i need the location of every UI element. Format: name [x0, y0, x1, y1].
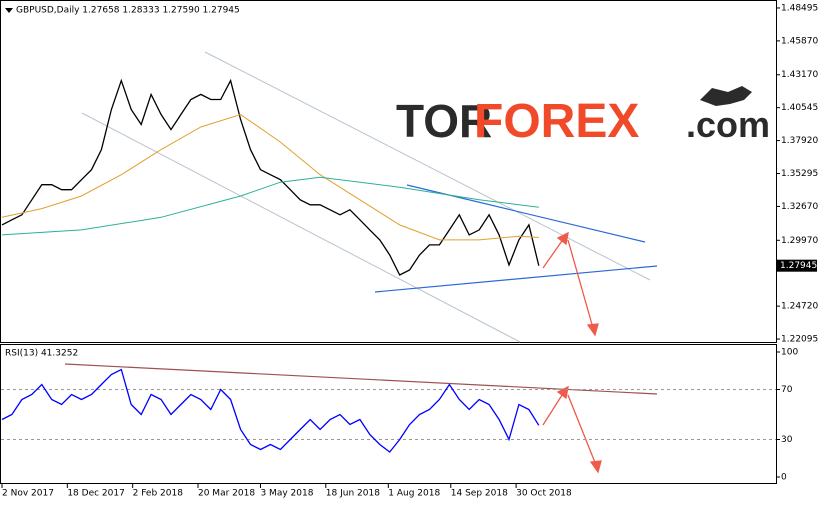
rsi-trend-line: [64, 363, 658, 395]
last-price-box: [777, 259, 817, 272]
y-tick-label: 30: [781, 435, 793, 445]
x-tick-label: 1 Aug 2018: [388, 489, 440, 499]
y-tick-label: 1.48495: [781, 3, 818, 13]
menu-triangle: [5, 8, 13, 13]
y-tick-label: 0: [781, 473, 787, 483]
rsi-header: RSI(13) 41.3252: [5, 349, 78, 359]
price-pane: [0, 0, 777, 343]
series-line: [1, 368, 540, 453]
channel-line: [204, 51, 651, 281]
y-tick-label: 1.22095: [781, 335, 818, 345]
x-tick-label: 18 Dec 2017: [67, 489, 125, 499]
x-tick-label: 20 Mar 2018: [198, 489, 255, 499]
price-header: GBPUSD,Daily 1.27658 1.28333 1.27590 1.2…: [16, 6, 240, 16]
last-price-label: 1.27945: [780, 261, 817, 271]
x-tick-label: 3 May 2018: [260, 489, 313, 499]
y-tick-label: 1.45870: [781, 36, 818, 46]
y-tick-label: 1.24720: [781, 302, 818, 312]
trend-line: [374, 265, 658, 293]
logo-tor: TOR: [396, 95, 492, 147]
logo-bull: [700, 86, 752, 106]
logo-forex: FOREX: [474, 95, 639, 148]
channel-line: [81, 112, 521, 343]
x-tick-label: 30 Oct 2018: [516, 489, 572, 499]
y-tick-label: 1.32670: [781, 202, 818, 212]
series-line: [1, 78, 540, 276]
series-line: [1, 113, 539, 241]
y-tick-label: 1.37920: [781, 136, 818, 146]
y-tick-label: 1.43170: [781, 70, 818, 80]
y-tick-label: 100: [781, 348, 798, 358]
x-tick-label: 14 Sep 2018: [451, 489, 508, 499]
y-tick-label: 70: [781, 385, 793, 395]
rsi-pane: [0, 344, 777, 484]
logo-com: .com: [686, 104, 770, 145]
y-tick-label: 1.35295: [781, 169, 818, 179]
y-tick-label: 1.40545: [781, 103, 818, 113]
y-tick-label: 1.29970: [781, 236, 818, 246]
forecast-arrows: [542, 231, 602, 474]
series-line: [1, 176, 539, 236]
x-tick-label: 2 Feb 2018: [133, 489, 184, 499]
x-tick-label: 2 Nov 2017: [2, 489, 54, 499]
x-tick-label: 18 Jun 2018: [326, 489, 380, 499]
